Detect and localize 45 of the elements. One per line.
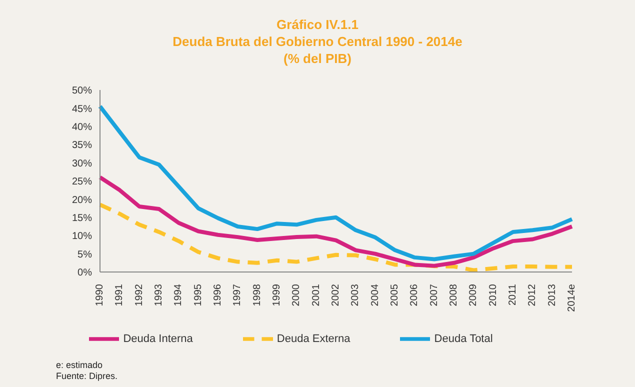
y-tick-label: 5%	[78, 249, 92, 260]
x-tick-label: 1993	[154, 284, 164, 306]
x-tick-label: 2010	[488, 284, 499, 306]
x-tick-label: 2006	[409, 284, 420, 306]
text: e: estimado	[56, 360, 104, 371]
x-tick-label: 1997	[232, 284, 244, 306]
x-tick-label: 1992	[134, 284, 145, 306]
x-tick-label: 2009	[468, 284, 480, 306]
x-tick-label: 2000	[291, 284, 302, 306]
x-tick-label: 2004	[370, 284, 381, 306]
line-series	[98, 104, 574, 262]
legend-label: Deuda Externa	[276, 332, 350, 345]
x-tick-label: 2014e	[566, 284, 578, 312]
y-tick-label: 35%	[72, 140, 92, 152]
x-tick-label: 2005	[390, 284, 400, 306]
x-tick-label: 2007	[428, 284, 440, 306]
legend-label: Deuda Total	[434, 332, 493, 345]
x-tick-label: 1991	[114, 284, 126, 306]
legend-label: Deuda Interna	[123, 332, 193, 345]
y-tick-label: 25%	[72, 176, 92, 188]
x-tick-label: 2003	[350, 284, 362, 306]
y-tick-label: 30%	[72, 158, 92, 170]
x-tick-label: 2013	[546, 284, 558, 306]
x-tick-label: 1990	[94, 284, 106, 306]
x-tick-label: 2011	[508, 284, 518, 306]
x-tick-label: 1995	[192, 284, 204, 306]
x-tick-label: 2002	[330, 284, 342, 306]
source-note: Fuente: Dipres.	[56, 371, 118, 382]
y-tick-label: 50%	[72, 86, 92, 97]
y-tick-label: 15%	[72, 212, 92, 224]
chart-subtitle: Deuda Bruta del Gobierno Central 1990 - 2014e (% del PIB)	[172, 33, 464, 67]
y-tick-label: 20%	[72, 194, 92, 206]
y-tick-label: 45%	[72, 104, 92, 115]
x-tick-label: 2008	[448, 284, 460, 306]
line-series	[98, 175, 574, 268]
y-tick-label: 10%	[72, 231, 92, 242]
x-tick-label: 2012	[527, 284, 538, 306]
x-tick-label: 1996	[212, 284, 224, 306]
x-tick-label: 1994	[173, 284, 184, 306]
chart-title: Gráfico IV.1.1	[276, 16, 360, 33]
x-tick-label: 1999	[272, 284, 282, 306]
x-tick-label: 1998	[252, 284, 263, 306]
y-tick-label: 40%	[72, 122, 92, 133]
x-tick-label: 2001	[310, 284, 322, 306]
y-tick-label: 0%	[78, 268, 92, 279]
